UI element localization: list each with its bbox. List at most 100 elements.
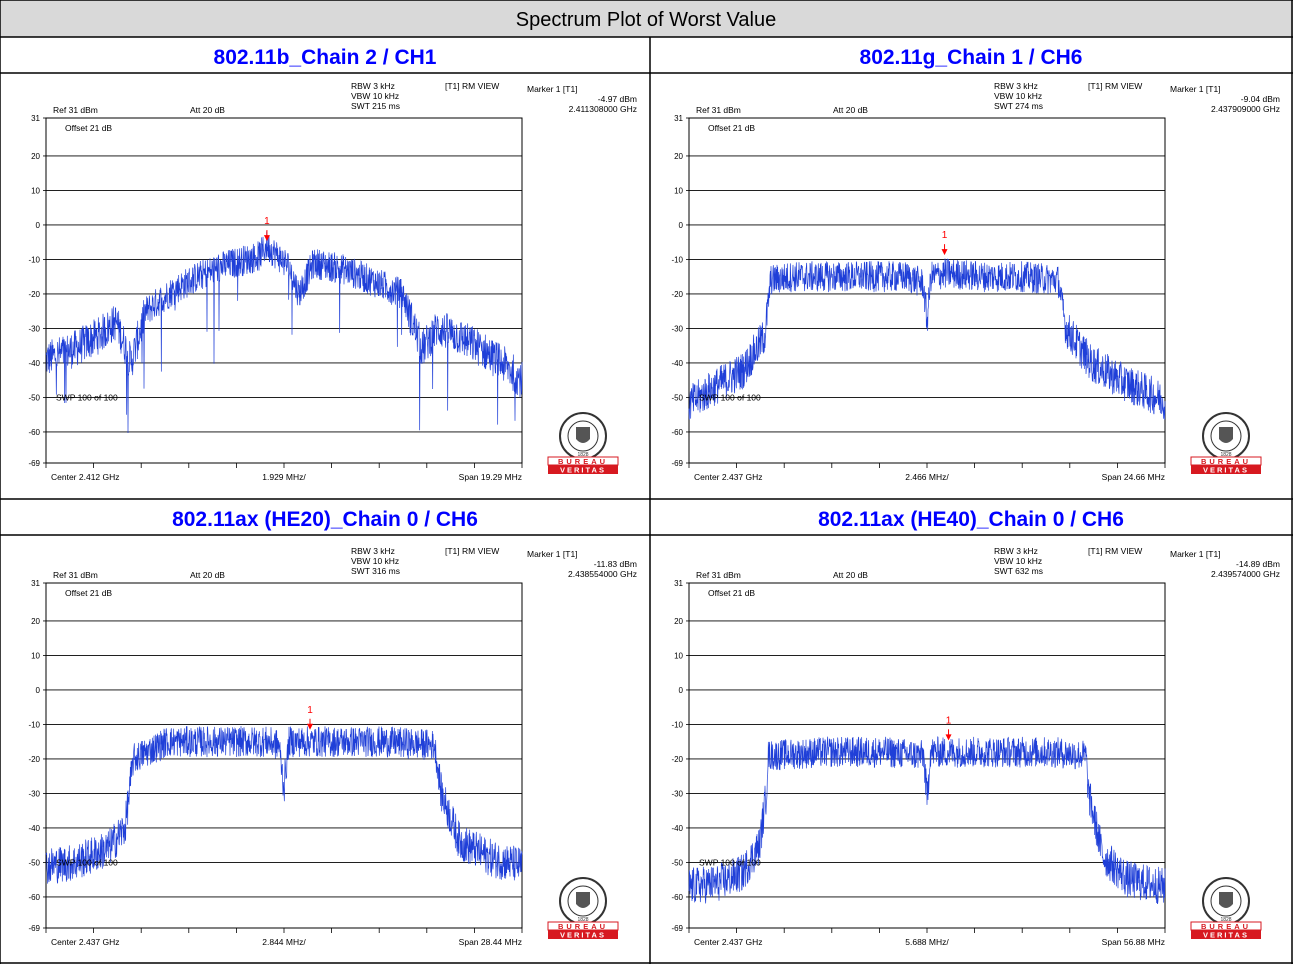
logo-word2: VERITAS bbox=[560, 466, 606, 475]
panel-heading: 802.11ax (HE20)_Chain 0 / CH6 bbox=[172, 508, 478, 531]
trace-mode-label: [T1] RM VIEW bbox=[1088, 546, 1142, 556]
y-tick-label: 31 bbox=[674, 114, 683, 123]
y-tick-label: 0 bbox=[36, 686, 41, 695]
y-tick-label: -20 bbox=[28, 290, 40, 299]
spectrum-panel-4: 802.11ax (HE40)_Chain 0 / CH6 RBW 3 kHzVB… bbox=[671, 508, 1280, 947]
trace-mode-label: [T1] RM VIEW bbox=[445, 546, 499, 556]
plot-frame bbox=[45, 117, 523, 464]
y-tick-label: 20 bbox=[31, 152, 40, 161]
y-tick-label: 10 bbox=[674, 186, 683, 195]
y-tick-label: 10 bbox=[31, 186, 40, 195]
sweep-count-label: SWP 100 of 100 bbox=[56, 857, 118, 867]
panel-heading: 802.11ax (HE40)_Chain 0 / CH6 bbox=[818, 508, 1124, 531]
logo-word1: BUREAU bbox=[1201, 457, 1251, 466]
span-label: Span 28.44 MHz bbox=[459, 937, 522, 947]
seal-shield-icon bbox=[1219, 427, 1233, 443]
marker-level-readout: -9.04 dBm bbox=[1241, 94, 1280, 104]
seal-year: 1828 bbox=[1220, 917, 1231, 923]
logo-word2: VERITAS bbox=[1203, 466, 1249, 475]
center-frequency-label: Center 2.437 GHz bbox=[694, 937, 763, 947]
marker-frequency-readout: 2.438554000 GHz bbox=[568, 569, 637, 579]
marker-title: Marker 1 [T1] bbox=[1170, 549, 1221, 559]
y-tick-label: 20 bbox=[31, 617, 40, 626]
marker-frequency-readout: 2.439574000 GHz bbox=[1211, 569, 1280, 579]
y-tick-label: -60 bbox=[671, 428, 683, 437]
y-tick-label: 0 bbox=[679, 686, 684, 695]
seal-shield-icon bbox=[576, 427, 590, 443]
y-tick-label: -60 bbox=[28, 428, 40, 437]
sweep-count-label: SWP 100 of 100 bbox=[56, 392, 118, 402]
vbw-label: VBW 10 kHz bbox=[994, 556, 1042, 566]
marker-level-readout: -11.83 dBm bbox=[594, 559, 637, 569]
marker-icon bbox=[945, 734, 952, 741]
attenuation-label: Att 20 dB bbox=[833, 570, 868, 580]
y-tick-label: -69 bbox=[671, 924, 683, 933]
marker-title: Marker 1 [T1] bbox=[1170, 84, 1221, 94]
y-tick-label: -20 bbox=[671, 290, 683, 299]
logo-word2-box bbox=[1191, 465, 1261, 474]
trace-mode-label: [T1] RM VIEW bbox=[1088, 81, 1142, 91]
vbw-label: VBW 10 kHz bbox=[351, 556, 399, 566]
y-tick-label: -60 bbox=[671, 893, 683, 902]
center-frequency-label: Center 2.412 GHz bbox=[51, 472, 120, 482]
y-tick-label: -40 bbox=[28, 359, 40, 368]
swt-label: SWT 215 ms bbox=[351, 101, 400, 111]
marker-icon bbox=[941, 249, 948, 256]
swt-label: SWT 274 ms bbox=[994, 101, 1043, 111]
offset-label: Offset 21 dB bbox=[708, 588, 755, 598]
marker-title: Marker 1 [T1] bbox=[527, 84, 578, 94]
seal-shield-icon bbox=[576, 892, 590, 908]
logo-word2-box bbox=[548, 930, 618, 939]
reference-level-label: Ref 31 dBm bbox=[696, 570, 741, 580]
span-label: Span 56.88 MHz bbox=[1102, 937, 1165, 947]
y-tick-label: -20 bbox=[28, 755, 40, 764]
y-tick-label: -50 bbox=[671, 858, 683, 867]
y-tick-label: -30 bbox=[28, 789, 40, 798]
page-title: Spectrum Plot of Worst Value bbox=[516, 9, 776, 31]
logo-word2: VERITAS bbox=[560, 931, 606, 940]
vbw-label: VBW 10 kHz bbox=[994, 91, 1042, 101]
attenuation-label: Att 20 dB bbox=[833, 105, 868, 115]
offset-label: Offset 21 dB bbox=[65, 588, 112, 598]
logo-word1: BUREAU bbox=[558, 922, 608, 931]
y-tick-label: -69 bbox=[28, 924, 40, 933]
spectrum-trace bbox=[688, 258, 1166, 420]
y-tick-label: 31 bbox=[674, 579, 683, 588]
y-tick-label: 0 bbox=[36, 221, 41, 230]
y-tick-label: -40 bbox=[28, 824, 40, 833]
marker-frequency-readout: 2.411308000 GHz bbox=[569, 104, 637, 114]
sweep-count-label: SWP 100 of 100 bbox=[699, 392, 761, 402]
spectrum-panel-3: 802.11ax (HE20)_Chain 0 / CH6 RBW 3 kHzVB… bbox=[28, 508, 637, 947]
spectrum-trace bbox=[45, 725, 523, 884]
rbw-label: RBW 3 kHz bbox=[351, 546, 395, 556]
logo-word2: VERITAS bbox=[1203, 931, 1249, 940]
y-tick-label: -40 bbox=[671, 359, 683, 368]
frequency-per-division-label: 2.844 MHz/ bbox=[262, 937, 306, 947]
offset-label: Offset 21 dB bbox=[65, 123, 112, 133]
y-tick-label: -30 bbox=[28, 324, 40, 333]
marker-number: 1 bbox=[946, 715, 952, 726]
logo-word2-box bbox=[1191, 930, 1261, 939]
seal-year: 1828 bbox=[577, 917, 588, 923]
plot-frame bbox=[688, 117, 1166, 464]
y-tick-label: 31 bbox=[31, 579, 40, 588]
reference-level-label: Ref 31 dBm bbox=[696, 105, 741, 115]
y-tick-label: -50 bbox=[28, 858, 40, 867]
title-row-background bbox=[0, 0, 1293, 37]
trace-mode-label: [T1] RM VIEW bbox=[445, 81, 499, 91]
attenuation-label: Att 20 dB bbox=[190, 105, 225, 115]
center-frequency-label: Center 2.437 GHz bbox=[694, 472, 763, 482]
rbw-label: RBW 3 kHz bbox=[994, 81, 1038, 91]
logo-word2-box bbox=[548, 465, 618, 474]
spectrum-trace bbox=[688, 736, 1166, 904]
y-tick-label: -69 bbox=[28, 459, 40, 468]
